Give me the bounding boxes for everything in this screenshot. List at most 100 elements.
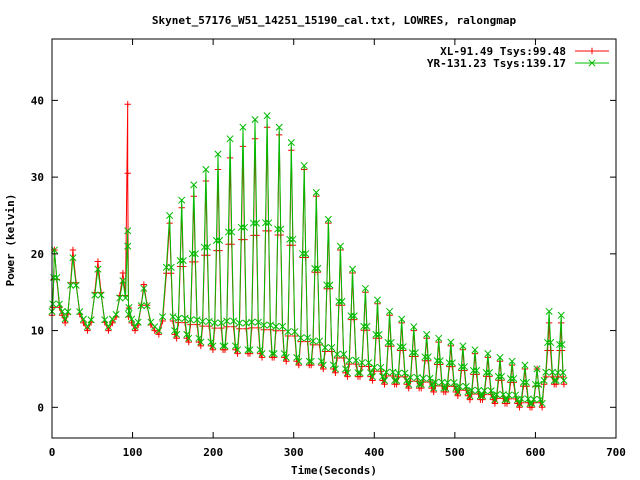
data-point bbox=[124, 227, 132, 235]
data-point bbox=[155, 327, 163, 335]
data-point bbox=[215, 236, 224, 244]
data-point bbox=[363, 322, 371, 330]
data-point bbox=[223, 317, 231, 325]
data-point bbox=[328, 344, 336, 352]
data-point bbox=[356, 369, 364, 377]
data-point bbox=[268, 350, 276, 358]
data-point bbox=[433, 357, 441, 365]
data-point bbox=[557, 311, 565, 319]
data-point bbox=[59, 312, 66, 319]
data-point bbox=[234, 350, 241, 357]
data-point bbox=[538, 404, 546, 411]
data-point bbox=[428, 380, 436, 388]
data-point bbox=[295, 357, 303, 365]
data-point bbox=[484, 350, 492, 358]
data-point bbox=[121, 294, 130, 302]
data-point bbox=[473, 366, 481, 375]
data-point bbox=[239, 123, 247, 131]
x-tick-label: 600 bbox=[525, 446, 545, 459]
data-point bbox=[53, 274, 61, 282]
data-point bbox=[512, 391, 520, 399]
data-point bbox=[468, 386, 476, 394]
data-point bbox=[508, 357, 516, 365]
data-point bbox=[307, 357, 315, 365]
data-point bbox=[128, 315, 136, 323]
x-tick-label: 500 bbox=[445, 446, 465, 459]
data-point bbox=[496, 353, 504, 361]
data-point bbox=[394, 369, 402, 377]
data-point bbox=[497, 372, 506, 380]
data-point bbox=[295, 361, 302, 369]
data-point bbox=[240, 223, 249, 231]
data-point bbox=[443, 379, 452, 387]
data-point bbox=[452, 384, 460, 392]
data-point bbox=[421, 353, 429, 361]
data-point bbox=[399, 343, 407, 351]
data-point bbox=[124, 101, 131, 108]
data-point bbox=[558, 341, 566, 349]
data-point bbox=[431, 378, 439, 386]
data-point bbox=[49, 300, 57, 308]
data-point bbox=[454, 388, 462, 396]
data-point bbox=[547, 338, 555, 347]
data-point bbox=[323, 281, 331, 289]
data-point bbox=[333, 350, 341, 358]
data-point bbox=[190, 181, 198, 189]
data-point bbox=[219, 342, 227, 350]
data-point bbox=[338, 297, 346, 305]
data-point bbox=[185, 338, 192, 346]
data-point bbox=[263, 112, 271, 120]
data-point bbox=[286, 235, 294, 243]
data-point bbox=[282, 353, 290, 361]
data-point bbox=[249, 219, 258, 227]
data-point bbox=[224, 228, 233, 236]
data-point bbox=[188, 250, 196, 258]
data-point bbox=[415, 380, 423, 388]
data-point bbox=[137, 302, 145, 310]
data-point bbox=[398, 315, 406, 323]
data-point bbox=[417, 380, 425, 388]
data-point bbox=[309, 337, 317, 345]
legend-label-yr: YR-131.23 Tsys:139.17 bbox=[427, 57, 566, 70]
data-point bbox=[284, 328, 292, 336]
x-tick-label: 300 bbox=[284, 446, 304, 459]
data-point bbox=[169, 313, 177, 321]
data-point bbox=[280, 350, 288, 358]
data-point bbox=[131, 323, 139, 331]
data-point bbox=[321, 344, 329, 352]
x-tick-label: 100 bbox=[123, 446, 143, 459]
data-point bbox=[354, 369, 362, 377]
data-point bbox=[556, 341, 564, 349]
ticks-layer: 0 100 200 300 400 500 600 700 0 10 20 30 40 bbox=[31, 39, 626, 459]
data-point bbox=[87, 316, 95, 324]
data-point bbox=[344, 373, 351, 380]
data-point bbox=[235, 319, 243, 327]
data-point bbox=[287, 139, 295, 147]
x-tick-label: 0 bbox=[49, 446, 56, 459]
data-point bbox=[231, 342, 240, 350]
data-point bbox=[331, 365, 339, 373]
data-point bbox=[248, 318, 256, 326]
data-point bbox=[491, 396, 499, 404]
data-point bbox=[464, 388, 472, 396]
series-yr bbox=[48, 112, 568, 408]
data-point bbox=[272, 322, 280, 330]
data-point bbox=[181, 314, 189, 322]
data-point bbox=[358, 359, 366, 367]
data-point bbox=[91, 291, 99, 299]
data-point bbox=[379, 373, 387, 381]
data-point bbox=[262, 219, 270, 227]
data-point bbox=[560, 381, 568, 388]
data-point bbox=[159, 313, 167, 321]
data-point bbox=[375, 330, 383, 338]
data-point bbox=[173, 335, 180, 342]
data-point bbox=[491, 400, 499, 407]
legend-marker bbox=[588, 47, 596, 55]
data-point bbox=[469, 366, 478, 375]
data-point bbox=[445, 359, 453, 367]
data-point bbox=[205, 317, 213, 325]
data-point bbox=[112, 310, 120, 319]
data-point bbox=[487, 387, 495, 395]
data-point bbox=[251, 116, 259, 124]
